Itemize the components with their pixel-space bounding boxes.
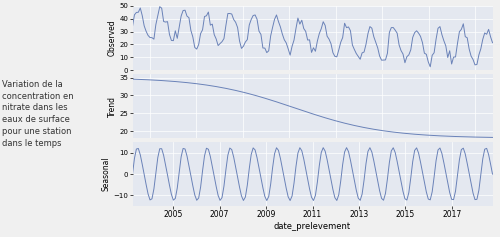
X-axis label: date_prelevement: date_prelevement [274,222,351,231]
Y-axis label: Observed: Observed [108,20,116,56]
Y-axis label: Trend: Trend [108,96,116,117]
Y-axis label: Seasonal: Seasonal [102,157,110,191]
Text: Variation de la
concentration en
nitrate dans les
eaux de surface
pour une stati: Variation de la concentration en nitrate… [2,80,74,148]
